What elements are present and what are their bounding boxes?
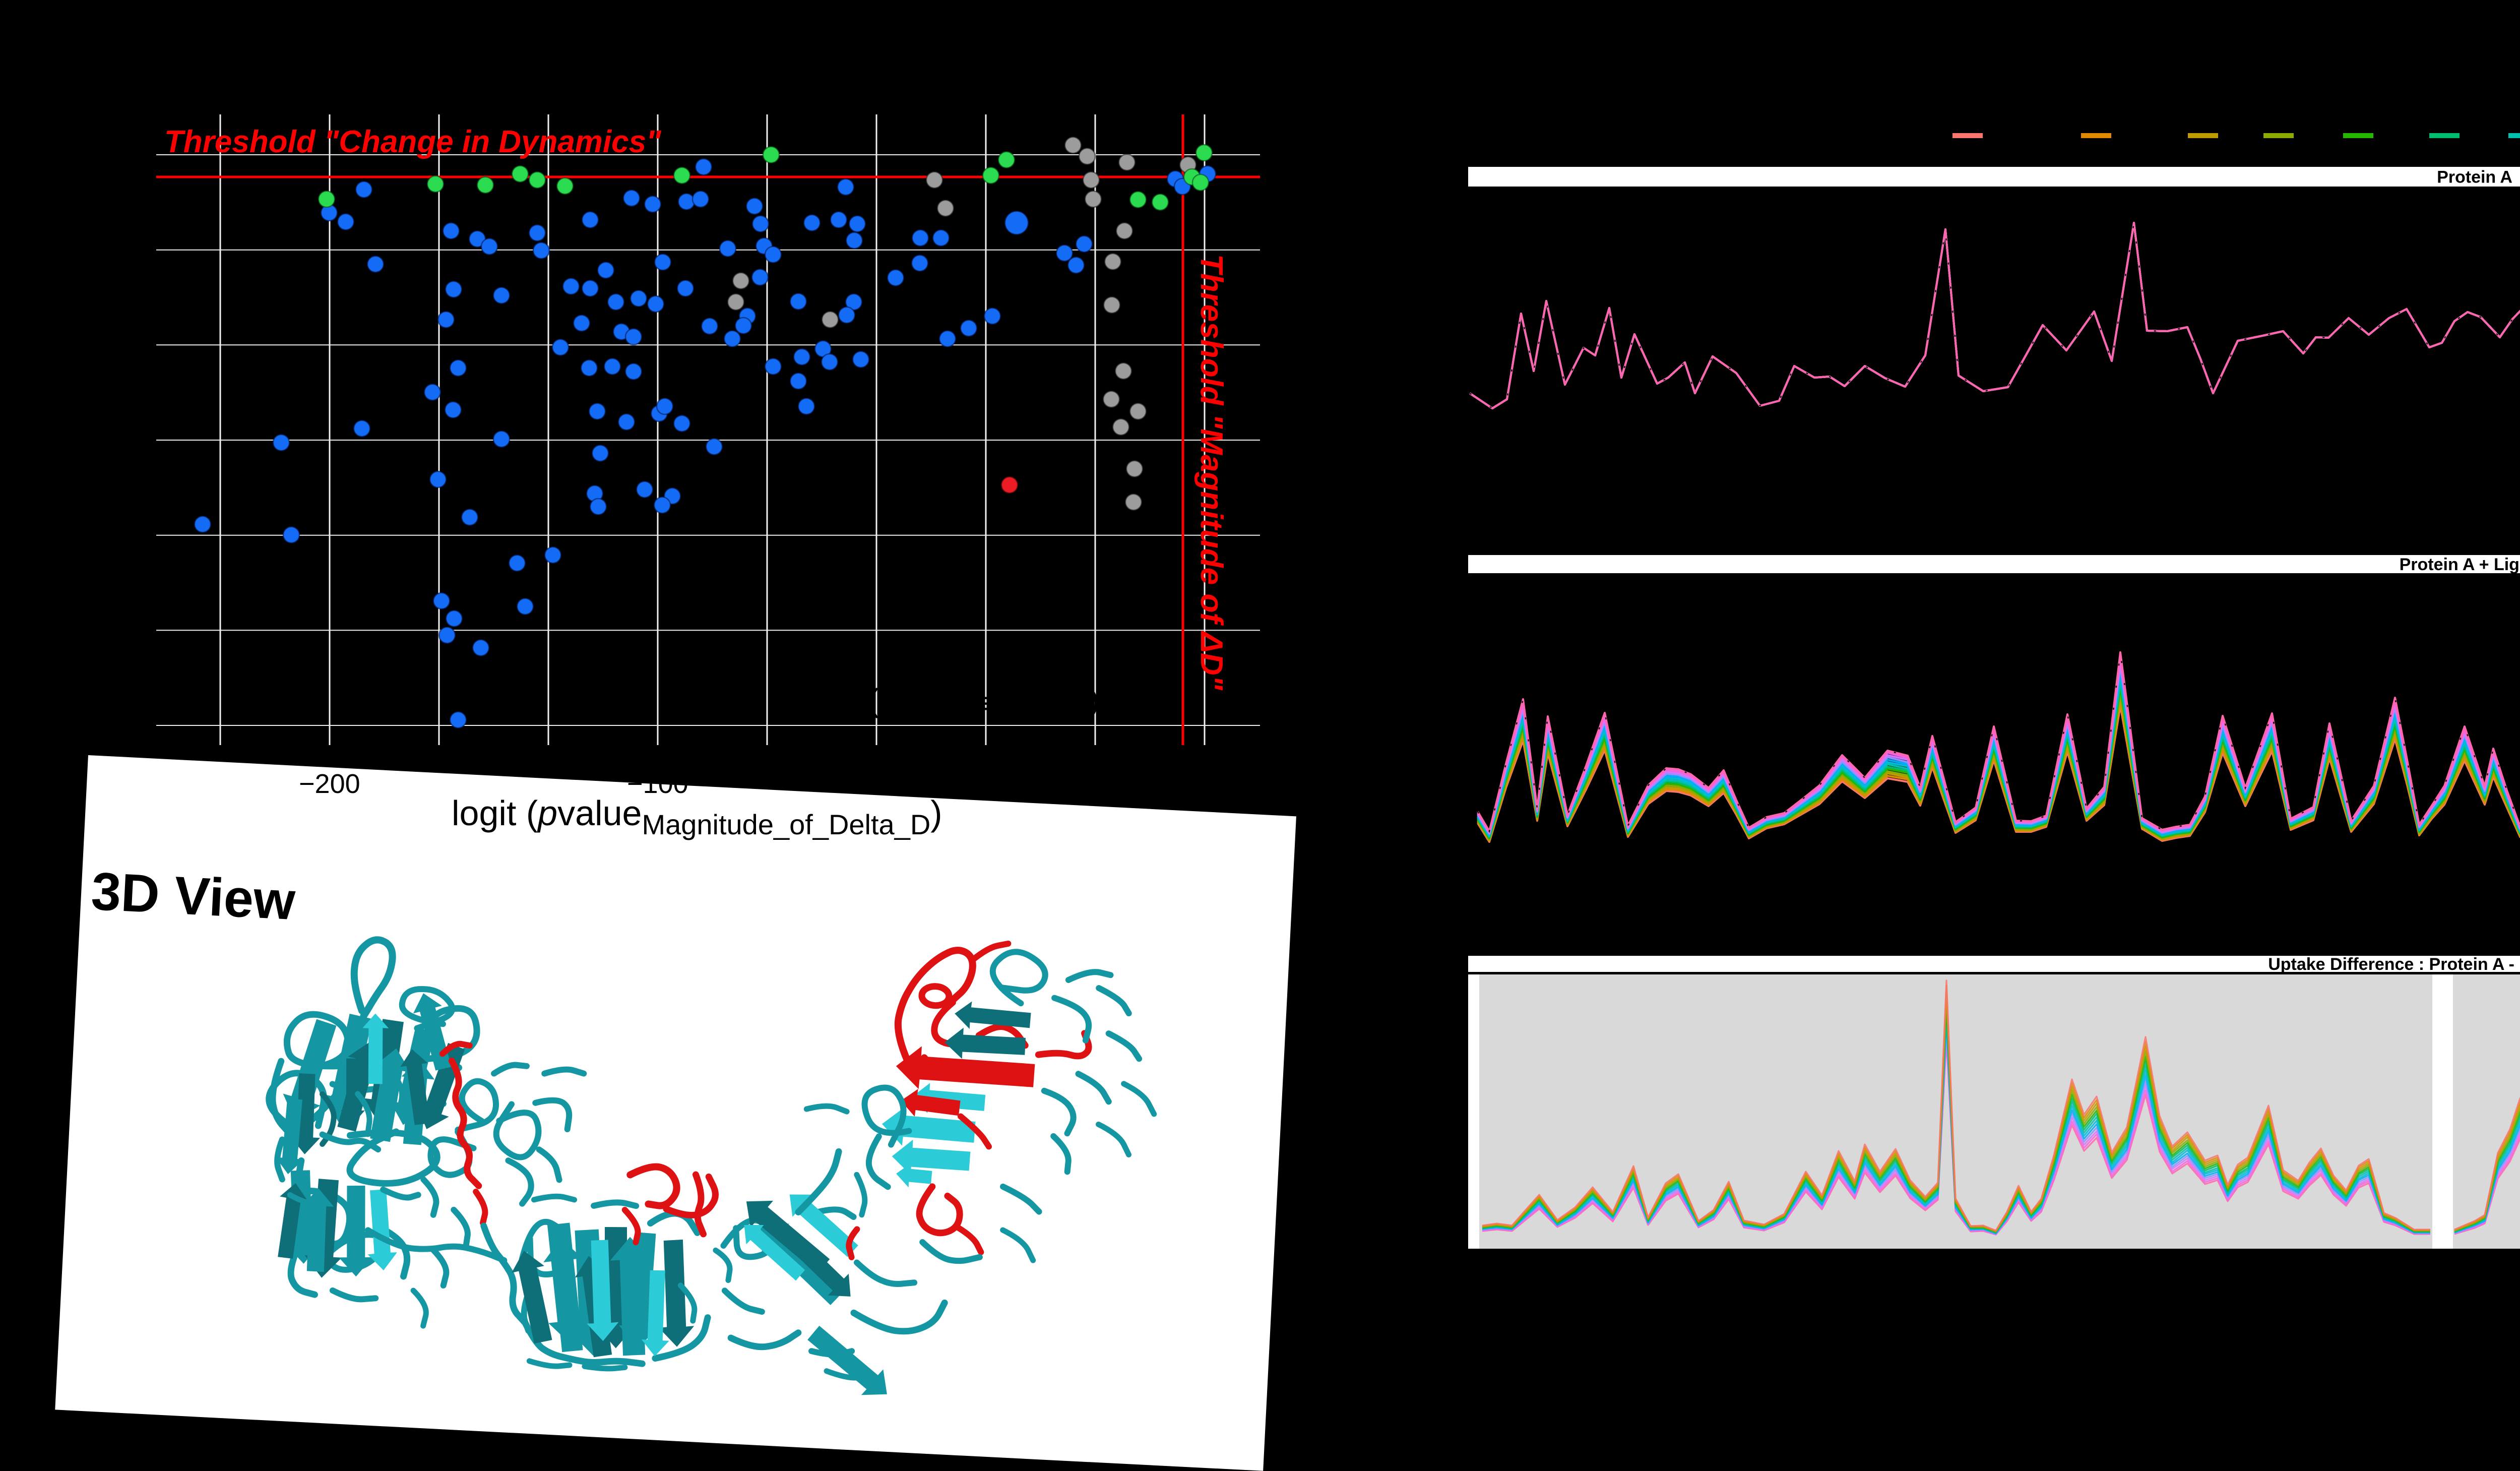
svg-text:Uptake Difference : Protein A: Uptake Difference : Protein A - (Protein…	[2268, 955, 2520, 974]
svg-text:Threshold "Magnitude of ΔD": Threshold "Magnitude of ΔD"	[1194, 254, 1229, 691]
svg-text:Protein A + Ligand: Protein A + Ligand	[2400, 555, 2520, 574]
svg-text:Threshold "Change in Dynamics": Threshold "Change in Dynamics"	[164, 125, 662, 159]
svg-text:Protein A: Protein A	[2437, 168, 2512, 187]
